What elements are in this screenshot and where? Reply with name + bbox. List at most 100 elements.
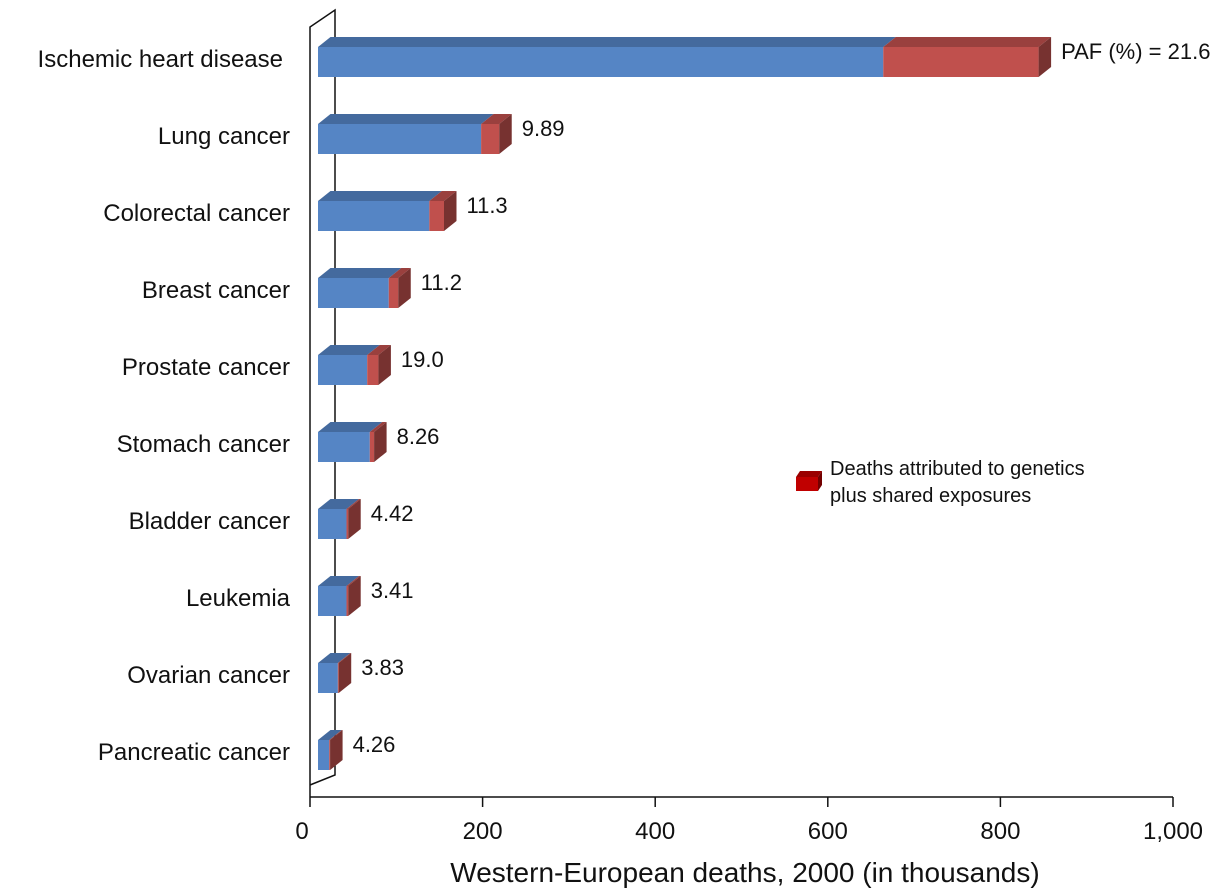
x-axis: 0 200 400 600 800 1,000 (295, 797, 1203, 845)
category-label: Ovarian cancer (127, 662, 290, 689)
legend-swatch-side (818, 471, 822, 491)
category-label: Leukemia (186, 585, 291, 612)
bar-10 (318, 730, 343, 770)
bar-segment-2 (337, 663, 339, 693)
bar-7 (318, 499, 361, 539)
bar-segment-top-1 (318, 576, 359, 586)
category-label: Bladder cancer (129, 508, 290, 535)
data-label: 4.42 (371, 501, 414, 526)
bar-segment-top-2 (329, 730, 343, 740)
bar-end (443, 191, 457, 231)
bar-segment-2 (329, 740, 331, 770)
x-tick-label: 800 (980, 818, 1020, 845)
bar-segment-top-2 (346, 499, 361, 509)
bar-segment-2 (367, 355, 379, 385)
x-tick-label: 400 (635, 818, 675, 845)
data-label: 3.83 (361, 655, 404, 680)
bar-segment-1 (318, 201, 430, 231)
chart-frame (309, 8, 1173, 798)
bar-segment-1 (318, 740, 330, 770)
bar-segment-1 (318, 47, 884, 77)
x-tick-label: 600 (808, 818, 848, 845)
data-label: 4.26 (353, 732, 396, 757)
legend-swatch-top (796, 471, 822, 477)
category-label: Prostate cancer (122, 354, 290, 381)
legend-swatch-front (796, 477, 818, 491)
bar-segment-top-1 (318, 422, 383, 432)
bar-segment-2 (883, 47, 1039, 77)
bar-segment-top-1 (318, 499, 359, 509)
bar-1 (318, 37, 1052, 77)
data-label: PAF (%) = 21.6 (1061, 39, 1210, 64)
bar-segment-2 (346, 586, 349, 616)
bars-group (318, 37, 1052, 770)
category-label: Pancreatic cancer (98, 739, 290, 766)
x-tick-label: 0 (295, 818, 308, 845)
bar-end (499, 114, 512, 154)
data-label: 9.89 (522, 116, 565, 141)
bar-end (348, 576, 361, 616)
bar-segment-top-1 (318, 191, 442, 201)
x-tick-label: 1,000 (1143, 818, 1203, 845)
bar-segment-2 (346, 509, 349, 539)
bar-end (348, 499, 361, 539)
category-label: Colorectal cancer (103, 200, 290, 227)
x-tick-label: 200 (463, 818, 503, 845)
bar-segment-top-2 (346, 576, 361, 586)
bar-2 (318, 114, 512, 154)
bar-5 (318, 345, 391, 385)
bar-segment-top-1 (318, 114, 494, 124)
data-label: 11.3 (466, 193, 507, 218)
bar-segment-1 (318, 278, 389, 308)
bar-segment-top-1 (318, 653, 351, 663)
bar-segment-top-2 (367, 345, 391, 355)
legend-label-line-2: plus shared exposures (830, 485, 1031, 507)
category-label: Breast cancer (142, 277, 290, 304)
bar-end (374, 422, 387, 462)
bar-segment-top-2 (883, 37, 1052, 47)
bar-4 (318, 268, 411, 308)
bar-segment-2 (481, 124, 500, 154)
data-label: 11.2 (421, 270, 462, 295)
bar-segment-top-2 (429, 191, 457, 201)
bar-segment-2 (369, 432, 375, 462)
bar-segment-top-2 (337, 653, 352, 663)
data-label: 8.26 (397, 424, 440, 449)
bar-segment-top-2 (388, 268, 411, 278)
bar-segment-2 (388, 278, 399, 308)
data-label: 3.41 (371, 578, 414, 603)
bar-segment-top-1 (318, 268, 402, 278)
bar-segment-1 (318, 663, 338, 693)
bar-end (398, 268, 411, 308)
category-labels: Ischemic heart disease Lung cancer Colorec… (38, 46, 291, 766)
back-wall (309, 8, 336, 797)
bar-segment-top-1 (318, 37, 896, 47)
bar-end (338, 653, 352, 693)
bar-segment-2 (429, 201, 444, 231)
bar-3 (318, 191, 457, 231)
x-axis-label: Western-European deaths, 2000 (in thousa… (450, 857, 1039, 888)
bar-8 (318, 576, 361, 616)
bar-9 (318, 653, 352, 693)
bar-end (378, 345, 391, 385)
bar-6 (318, 422, 387, 462)
bar-segment-top-1 (318, 730, 342, 740)
bar-segment-1 (318, 509, 347, 539)
bar-end (330, 730, 343, 770)
bar-segment-top-2 (481, 114, 512, 124)
bar-segment-1 (318, 124, 482, 154)
legend-swatch (796, 471, 822, 491)
bar-segment-1 (318, 432, 370, 462)
bar-segment-1 (318, 355, 368, 385)
bar-segment-1 (318, 586, 347, 616)
legend: Deaths attributed to genetics plus share… (796, 458, 1085, 507)
category-label: Lung cancer (158, 123, 290, 150)
category-label: Stomach cancer (117, 431, 290, 458)
bar-end (1038, 37, 1052, 77)
data-label: 19.0 (401, 347, 444, 372)
bar-segment-top-1 (318, 345, 380, 355)
bar-segment-top-2 (369, 422, 387, 432)
legend-label-line-1: Deaths attributed to genetics (830, 458, 1085, 480)
category-label: Ischemic heart disease (38, 46, 283, 73)
